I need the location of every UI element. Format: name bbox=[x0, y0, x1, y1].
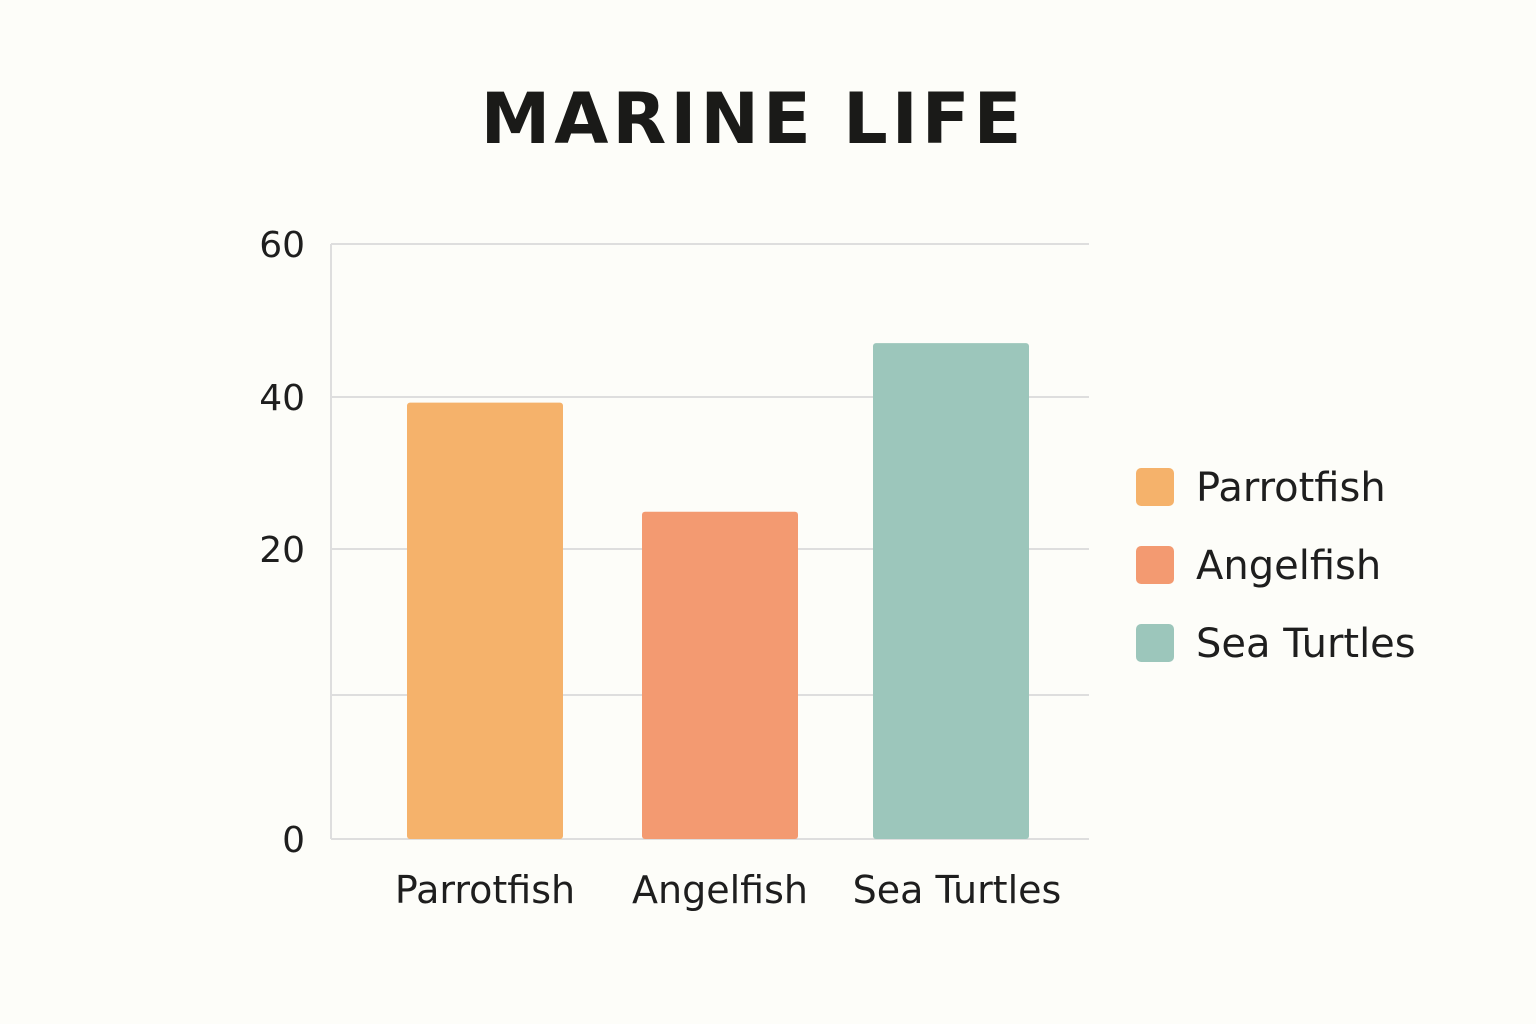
bar-angelfish bbox=[642, 511, 798, 839]
legend-label-parrotfish: Parrotfish bbox=[1196, 465, 1386, 511]
x-category-label-parrotfish: Parrotfish bbox=[395, 868, 575, 912]
y-tick-label-60: 60 bbox=[259, 225, 305, 266]
x-axis-categories: Parrotfish Angelfish Sea Turtles bbox=[395, 868, 1061, 912]
legend-label-sea-turtles: Sea Turtles bbox=[1196, 621, 1416, 667]
chart-title: MARINE LIFE bbox=[480, 78, 1026, 160]
y-tick-label-40: 40 bbox=[259, 378, 305, 419]
legend-swatch-sea-turtles bbox=[1136, 624, 1174, 662]
legend: Parrotfish Angelfish Sea Turtles bbox=[1136, 465, 1416, 667]
y-tick-label-20: 20 bbox=[259, 530, 305, 571]
bars-layer bbox=[407, 343, 1029, 839]
bar-sea-turtles bbox=[873, 343, 1029, 839]
x-category-label-sea-turtles: Sea Turtles bbox=[853, 868, 1062, 912]
legend-swatch-angelfish bbox=[1136, 546, 1174, 584]
legend-label-angelfish: Angelfish bbox=[1196, 543, 1381, 589]
y-axis-ticks: 0 20 40 60 bbox=[259, 225, 305, 861]
bar-parrotfish bbox=[407, 402, 563, 839]
y-tick-label-0: 0 bbox=[282, 820, 305, 861]
legend-swatch-parrotfish bbox=[1136, 468, 1174, 506]
x-category-label-angelfish: Angelfish bbox=[632, 868, 808, 912]
